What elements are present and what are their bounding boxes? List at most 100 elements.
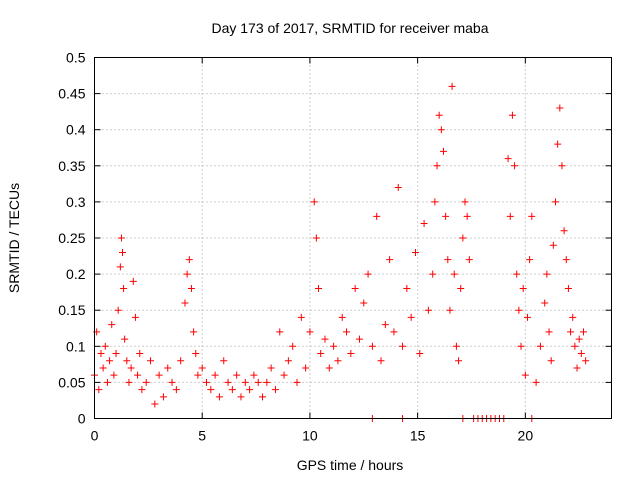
data-point [164, 364, 172, 372]
data-point [532, 378, 540, 386]
data-point [519, 285, 527, 293]
data-points [91, 82, 590, 422]
data-point [155, 371, 163, 379]
y-tick-label: 0.5 [66, 50, 86, 66]
data-point [452, 342, 460, 350]
data-point [465, 256, 473, 264]
y-tick-label: 0 [78, 411, 86, 427]
data-point [513, 270, 521, 278]
data-point [276, 328, 284, 336]
data-point [125, 378, 133, 386]
data-point [110, 371, 118, 379]
y-tick-label: 0.35 [58, 158, 85, 174]
data-point [246, 386, 254, 394]
data-point [450, 270, 458, 278]
data-point [289, 342, 297, 350]
x-tick-label: 5 [198, 428, 206, 444]
data-point [312, 234, 320, 242]
data-point [302, 364, 310, 372]
data-point [424, 306, 432, 314]
y-tick-label: 0.05 [58, 374, 85, 390]
data-point [536, 342, 544, 350]
grid-lines [94, 57, 612, 419]
data-point [185, 256, 193, 264]
data-point [431, 198, 439, 206]
data-point [386, 256, 394, 264]
y-tick-label: 0.15 [58, 302, 85, 318]
data-point [347, 350, 355, 358]
data-point [444, 256, 452, 264]
data-point [310, 198, 318, 206]
data-point [159, 393, 167, 401]
data-point [508, 111, 516, 119]
data-point [306, 328, 314, 336]
data-point [403, 285, 411, 293]
data-point [207, 386, 215, 394]
data-point [582, 357, 590, 365]
data-point [577, 350, 585, 358]
data-point [560, 227, 568, 235]
data-point [355, 335, 363, 343]
data-point [571, 342, 579, 350]
data-point [407, 313, 415, 321]
data-point [194, 371, 202, 379]
plot-area-border [94, 57, 612, 419]
data-point [129, 277, 137, 285]
data-point [551, 198, 559, 206]
data-point [123, 357, 131, 365]
data-point [579, 328, 587, 336]
data-point [321, 335, 329, 343]
x-tick-label: 20 [518, 428, 534, 444]
data-point [360, 299, 368, 307]
data-point [556, 104, 564, 112]
data-point [420, 220, 428, 228]
data-point [394, 183, 402, 191]
chart-title: Day 173 of 2017, SRMTID for receiver mab… [211, 20, 488, 36]
data-point [343, 328, 351, 336]
data-point [455, 357, 463, 365]
data-point [416, 350, 424, 358]
data-point [228, 386, 236, 394]
data-point [187, 285, 195, 293]
data-point [461, 198, 469, 206]
data-point [293, 378, 301, 386]
data-point [517, 342, 525, 350]
data-point [138, 386, 146, 394]
data-point [364, 270, 372, 278]
data-point [284, 357, 292, 365]
data-point [250, 371, 258, 379]
data-point [220, 357, 228, 365]
data-point [463, 212, 471, 220]
data-point [575, 335, 583, 343]
data-point [142, 378, 150, 386]
data-point [411, 248, 419, 256]
data-point [203, 378, 211, 386]
data-point [168, 378, 176, 386]
data-point [192, 350, 200, 358]
y-tick-label: 0.3 [66, 194, 86, 210]
data-point [224, 378, 232, 386]
data-point [549, 241, 557, 249]
data-point [446, 306, 454, 314]
data-point [506, 212, 514, 220]
data-point [377, 357, 385, 365]
data-point [297, 313, 305, 321]
x-axis-label: GPS time / hours [297, 457, 404, 473]
data-point [567, 328, 575, 336]
data-point [448, 82, 456, 90]
data-point [172, 386, 180, 394]
data-point [103, 378, 111, 386]
data-point [198, 364, 206, 372]
data-point [267, 364, 275, 372]
data-point [338, 313, 346, 321]
data-point [211, 371, 219, 379]
data-point [435, 111, 443, 119]
data-point [543, 270, 551, 278]
data-point [183, 270, 191, 278]
data-point [177, 357, 185, 365]
data-point [526, 256, 534, 264]
data-point [99, 364, 107, 372]
data-point [325, 364, 333, 372]
data-point [97, 350, 105, 358]
